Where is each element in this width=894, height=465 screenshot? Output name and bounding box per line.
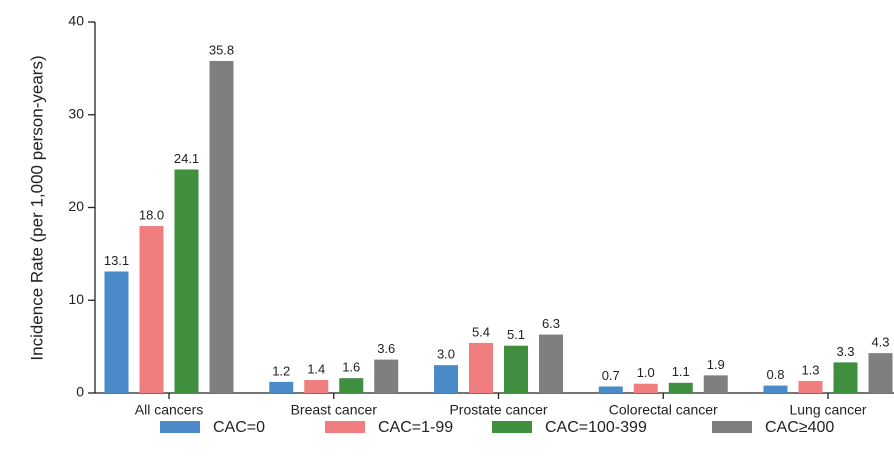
value-label: 1.0	[637, 365, 655, 380]
legend-label: CAC≥400	[765, 419, 834, 436]
bar	[434, 365, 458, 393]
bar	[339, 378, 364, 393]
value-label: 1.1	[672, 364, 690, 379]
value-label: 5.1	[507, 327, 525, 342]
bar	[469, 342, 493, 393]
bar	[539, 334, 563, 393]
x-tick-label: Breast cancer	[291, 402, 378, 418]
value-label: 5.4	[472, 324, 490, 339]
value-label: 1.2	[272, 363, 290, 378]
bar	[139, 226, 164, 393]
x-tick-label: Colorectal cancer	[609, 402, 718, 418]
legend-label: CAC=1-99	[378, 419, 453, 436]
legend-swatch	[492, 421, 532, 433]
bar	[104, 271, 129, 393]
value-label: 3.0	[437, 347, 455, 362]
y-tick-label: 20	[68, 198, 84, 214]
bar	[798, 380, 823, 393]
bar	[374, 359, 399, 393]
value-label: 6.3	[542, 316, 560, 331]
bar	[633, 383, 658, 393]
value-label: 13.1	[104, 253, 129, 268]
x-tick-label: All cancers	[135, 402, 203, 418]
bar	[304, 380, 329, 393]
y-tick-label: 30	[68, 105, 84, 121]
value-label: 1.6	[342, 360, 360, 375]
legend-swatch	[325, 421, 365, 433]
value-label: 1.3	[801, 362, 819, 377]
bar	[868, 353, 893, 393]
x-tick-label: Prostate cancer	[449, 402, 547, 418]
bar	[209, 60, 234, 393]
bar	[763, 385, 788, 393]
value-label: 24.1	[174, 151, 199, 166]
bar	[703, 375, 728, 393]
bar	[833, 362, 858, 393]
value-label: 0.8	[766, 367, 784, 382]
bar	[269, 381, 294, 393]
value-label: 3.6	[377, 341, 395, 356]
bar	[504, 345, 528, 393]
legend-label: CAC=0	[213, 419, 265, 436]
legend-swatch	[712, 421, 752, 433]
bar	[598, 386, 623, 393]
value-label: 1.9	[707, 357, 725, 372]
value-label: 18.0	[139, 207, 164, 222]
x-tick-label: Lung cancer	[789, 402, 866, 418]
bar	[174, 169, 199, 393]
bar	[668, 382, 693, 393]
value-label: 4.3	[871, 335, 889, 350]
y-axis-label: Incidence Rate (per 1,000 person-years)	[27, 55, 46, 360]
value-label: 0.7	[602, 368, 620, 383]
legend-swatch	[160, 421, 200, 433]
y-tick-label: 0	[76, 384, 84, 400]
value-label: 3.3	[836, 344, 854, 359]
value-label: 1.4	[307, 361, 325, 376]
legend-label: CAC=100-399	[545, 419, 647, 436]
y-tick-label: 40	[68, 13, 84, 29]
value-label: 35.8	[209, 42, 234, 57]
y-tick-label: 10	[68, 291, 84, 307]
